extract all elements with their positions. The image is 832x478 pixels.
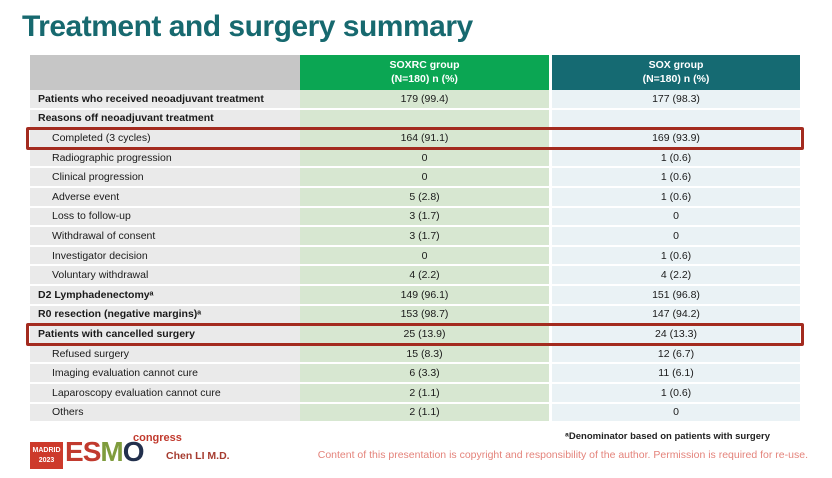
table-row: Investigator decision 0 1 (0.6)	[30, 246, 800, 267]
esmo-letter-s: S	[82, 436, 102, 467]
table-row: Patients who received neoadjuvant treatm…	[30, 90, 800, 110]
badge-year: 2023	[38, 456, 55, 464]
soxrc-value: 5 (2.8)	[300, 187, 549, 208]
table-row: Adverse event 5 (2.8) 1 (0.6)	[30, 187, 800, 208]
row-label: D2 Lymphadenectomyᵃ	[30, 285, 300, 306]
row-label: Adverse event	[30, 187, 300, 208]
sox-value: 1 (0.6)	[552, 187, 800, 208]
esmo-letter-m: M	[100, 436, 123, 467]
table-row: Laparoscopy evaluation cannot cure 2 (1.…	[30, 383, 800, 404]
column-divider	[549, 55, 552, 90]
table-row: Loss to follow-up 3 (1.7) 0	[30, 207, 800, 228]
row-label: Loss to follow-up	[30, 207, 300, 228]
row-label: Investigator decision	[30, 246, 300, 267]
madrid-2023-badge: MADRID 2023	[30, 442, 63, 469]
esmo-wordmark: ESMO	[65, 436, 145, 467]
sox-value: 0	[552, 227, 800, 247]
soxrc-value: 6 (3.3)	[300, 364, 549, 384]
table-row: Patients with cancelled surgery 25 (13.9…	[26, 323, 804, 346]
header-cell-sox: SOX group (N=180) n (%)	[552, 55, 800, 90]
sox-value: 0	[552, 403, 800, 424]
denominator-footnote: ᵃDenominator based on patients with surg…	[565, 431, 770, 442]
row-label: Voluntary withdrawal	[30, 266, 300, 286]
row-label: Laparoscopy evaluation cannot cure	[30, 383, 300, 404]
row-label: Radiographic progression	[30, 148, 300, 169]
soxrc-group-name: SOXRC group	[389, 58, 460, 71]
row-label: Completed (3 cycles)	[30, 129, 300, 149]
sox-value: 177 (98.3)	[552, 90, 800, 110]
table-row: Radiographic progression 0 1 (0.6)	[30, 148, 800, 169]
congress-label: congress	[133, 432, 182, 444]
author-name: Chen LI M.D.	[166, 450, 230, 462]
table-body: Patients who received neoadjuvant treatm…	[26, 90, 804, 424]
table-row: D2 Lymphadenectomyᵃ 149 (96.1) 151 (96.8…	[30, 285, 800, 306]
soxrc-value: 153 (98.7)	[300, 305, 549, 326]
table-row: Clinical progression 0 1 (0.6)	[30, 168, 800, 188]
sox-value: 151 (96.8)	[552, 285, 800, 306]
soxrc-value: 2 (1.1)	[300, 383, 549, 404]
soxrc-value: 2 (1.1)	[300, 403, 549, 424]
page-title: Treatment and surgery summary	[22, 10, 473, 43]
soxrc-group-n: (N=180) n (%)	[391, 72, 458, 85]
table-row: Voluntary withdrawal 4 (2.2) 4 (2.2)	[30, 266, 800, 286]
soxrc-value: 3 (1.7)	[300, 227, 549, 247]
sox-value: 1 (0.6)	[552, 168, 800, 188]
soxrc-value: 179 (99.4)	[300, 90, 549, 110]
table-row: Withdrawal of consent 3 (1.7) 0	[30, 227, 800, 247]
esmo-letter-e: E	[65, 436, 84, 467]
table-row: Refused surgery 15 (8.3) 12 (6.7)	[30, 344, 800, 365]
table-row: Completed (3 cycles) 164 (91.1) 169 (93.…	[26, 127, 804, 150]
sox-group-name: SOX group	[648, 58, 704, 71]
sox-value: 1 (0.6)	[552, 246, 800, 267]
soxrc-value: 25 (13.9)	[300, 325, 549, 345]
soxrc-value: 4 (2.2)	[300, 266, 549, 286]
sox-value: 0	[552, 207, 800, 228]
header-cell-soxrc: SOXRC group (N=180) n (%)	[300, 55, 549, 90]
sox-value: 4 (2.2)	[552, 266, 800, 286]
sox-value: 11 (6.1)	[552, 364, 800, 384]
sox-value: 169 (93.9)	[552, 129, 800, 149]
header-cell-empty	[30, 55, 300, 90]
row-label: R0 resection (negative margins)ᵃ	[30, 305, 300, 326]
esmo-congress-logo: MADRID 2023 ESMO congress	[30, 432, 182, 469]
row-label: Patients who received neoadjuvant treatm…	[30, 90, 300, 110]
soxrc-value: 149 (96.1)	[300, 285, 549, 306]
table-row: Imaging evaluation cannot cure 6 (3.3) 1…	[30, 364, 800, 384]
sox-value	[552, 109, 800, 130]
row-label: Patients with cancelled surgery	[30, 325, 300, 345]
table-row: Others 2 (1.1) 0	[30, 403, 800, 424]
row-label: Reasons off neoadjuvant treatment	[30, 109, 300, 130]
sox-value: 1 (0.6)	[552, 383, 800, 404]
row-label: Imaging evaluation cannot cure	[30, 364, 300, 384]
soxrc-value: 164 (91.1)	[300, 129, 549, 149]
badge-city: MADRID	[32, 447, 61, 455]
sox-value: 24 (13.3)	[552, 325, 800, 345]
soxrc-value	[300, 109, 549, 130]
soxrc-value: 0	[300, 246, 549, 267]
sox-value: 12 (6.7)	[552, 344, 800, 365]
row-label: Clinical progression	[30, 168, 300, 188]
sox-value: 147 (94.2)	[552, 305, 800, 326]
sox-value: 1 (0.6)	[552, 148, 800, 169]
soxrc-value: 0	[300, 168, 549, 188]
soxrc-value: 15 (8.3)	[300, 344, 549, 365]
table-header-row: SOXRC group (N=180) n (%) SOX group (N=1…	[30, 55, 800, 90]
summary-table: SOXRC group (N=180) n (%) SOX group (N=1…	[26, 55, 804, 424]
row-label: Withdrawal of consent	[30, 227, 300, 247]
row-label: Others	[30, 403, 300, 424]
table-row: R0 resection (negative margins)ᵃ 153 (98…	[30, 305, 800, 326]
copyright-notice: Content of this presentation is copyrigh…	[317, 449, 808, 461]
esmo-letter-o: O	[122, 436, 145, 467]
sox-group-n: (N=180) n (%)	[642, 72, 710, 85]
table-row: Reasons off neoadjuvant treatment	[30, 109, 800, 130]
soxrc-value: 0	[300, 148, 549, 169]
soxrc-value: 3 (1.7)	[300, 207, 549, 228]
row-label: Refused surgery	[30, 344, 300, 365]
